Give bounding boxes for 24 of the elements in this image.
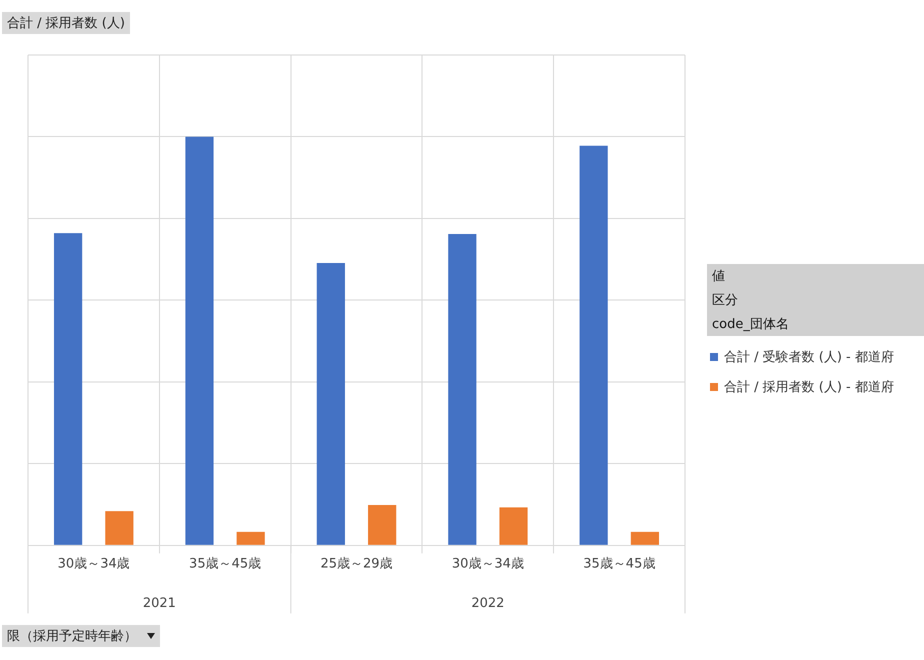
bar [185,136,214,545]
legend-label: 合計 / 採用者数 (人) - 都道府 [724,379,894,396]
bar [236,532,265,545]
bar [54,233,82,545]
text: 2021 [142,596,177,611]
text: 合計 / 採用者数 (人) [2,12,130,34]
text: 区分 [707,288,924,312]
x-tick-label: 35歳～45歳 [189,556,262,572]
bar [316,263,345,545]
bar [499,507,528,545]
bar [580,146,608,545]
x-tick-label: 30歳～34歳 [58,556,130,572]
legend-label: 合計 / 受験者数 (人) - 都道府 [724,349,894,366]
text: 値 [707,264,924,288]
bar [448,234,476,545]
text: 2022 [470,596,506,611]
bar [630,532,660,545]
legend-title: code_団体名 [707,312,924,336]
x-tick-label: 25歳～29歳 [320,556,393,572]
x-tick-label: 30歳～34歳 [452,556,524,572]
x-tick-label: 35歳～45歳 [583,556,656,572]
bar [105,511,134,545]
text: 限（採用予定時年齢） [2,625,160,647]
bar [368,504,396,545]
